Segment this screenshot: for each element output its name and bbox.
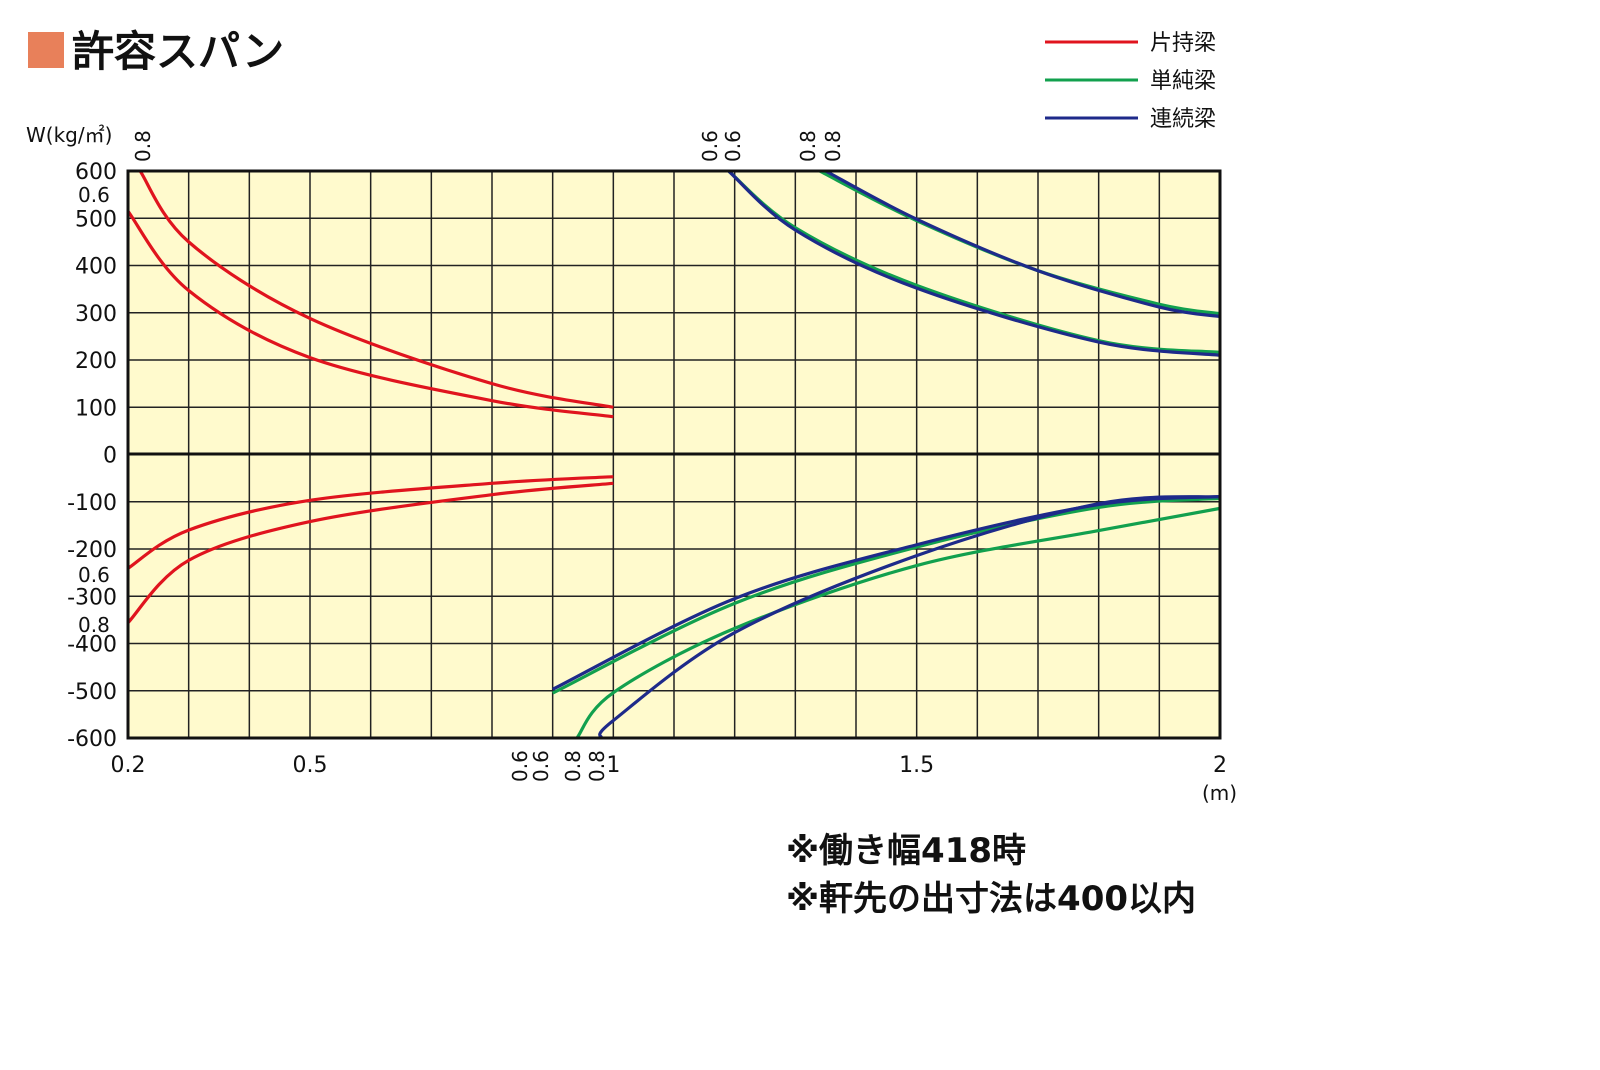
top-thickness-label: 0.6 (698, 130, 722, 162)
thickness-labels: 0.8 0.6 0.6 0.8 0.8 0.6 0.6 0.8 0.6 0.6 … (78, 130, 845, 782)
y-tick-label: 300 (75, 302, 117, 327)
curve-0.6 (551, 496, 1221, 695)
top-thickness-label: 0.6 (721, 130, 745, 162)
chart-title: 許容スパン (72, 27, 284, 76)
top-thickness-label: 0.8 (796, 130, 820, 162)
legend-label-simple: 単純梁 (1150, 69, 1216, 94)
title-marker (28, 32, 64, 68)
bottom-thickness-label: 0.8 (585, 750, 609, 782)
curve-0.8 (598, 494, 1221, 739)
y-tick-label: -300 (67, 585, 117, 610)
y-tick-label: 600 (75, 160, 117, 185)
x-tick-label: 0.5 (293, 753, 328, 778)
top-thickness-label: 0.8 (131, 130, 155, 162)
y-tick-label: 500 (75, 207, 117, 232)
x-ticks: 0.2 0.5 1 1.5 2 (111, 753, 1228, 778)
curve-0.6 (727, 169, 1221, 357)
y-tick-label: 0 (103, 444, 117, 469)
left-thickness-label: 0.8 (78, 613, 110, 637)
y-tick-label: -400 (67, 633, 117, 658)
y-tick-label: 400 (75, 255, 117, 280)
note-eave: ※軒先の出寸法は400以内 (786, 879, 1196, 919)
legend-label-cantilever: 片持梁 (1150, 31, 1216, 56)
x-tick-label: 2 (1213, 753, 1227, 778)
curve-0.6 (127, 475, 614, 570)
x-tick-label: 0.2 (111, 753, 146, 778)
legend: 片持梁 単純梁 連続梁 (1045, 31, 1216, 132)
y-tick-label: -100 (67, 491, 117, 516)
x-tick-label: 1.5 (899, 753, 934, 778)
y-axis-label: W(kg/㎡) (26, 123, 112, 147)
y-tick-label: -200 (67, 538, 117, 563)
curve-0.8 (138, 170, 614, 409)
curves (126, 169, 1221, 740)
y-ticks: 600 500 400 300 200 100 0 -100 -200 -300 -400 -500 -… (67, 160, 117, 752)
note-width: ※働き幅418時 (786, 831, 1026, 871)
bottom-thickness-label: 0.6 (508, 750, 532, 782)
curve-0.8 (575, 506, 1221, 740)
top-thickness-label: 0.8 (821, 130, 845, 162)
curve-0.6 (126, 210, 614, 419)
curve-0.8 (824, 169, 1221, 319)
left-thickness-label: 0.6 (78, 563, 110, 587)
y-tick-label: 100 (75, 396, 117, 421)
x-tick-label: 1 (606, 753, 620, 778)
x-axis-unit: (m) (1202, 781, 1237, 805)
y-tick-label: -500 (67, 680, 117, 705)
curve-0.8 (126, 481, 614, 624)
left-thickness-label: 0.6 (78, 183, 110, 207)
legend-label-continuous: 連続梁 (1150, 107, 1216, 132)
y-tick-label: -600 (67, 727, 117, 752)
y-tick-label: 200 (75, 349, 117, 374)
bottom-thickness-label: 0.6 (529, 750, 553, 782)
bottom-thickness-label: 0.8 (561, 750, 585, 782)
